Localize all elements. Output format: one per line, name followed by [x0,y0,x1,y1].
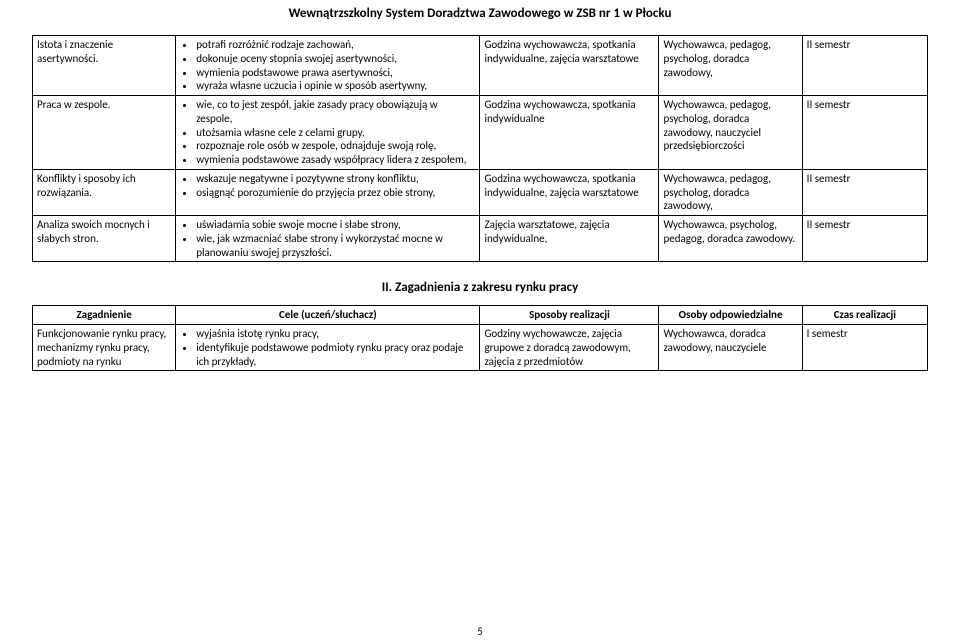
cell-persons: Wychowawca, pedagog, psycholog, doradca … [659,169,802,215]
goal-item: wymienia podstawowe prawa asertywności, [196,66,475,80]
cell-persons: Wychowawca, pedagog, psycholog, doradca … [659,96,802,170]
goal-item: wymienia podstawowe zasady współpracy li… [196,153,475,167]
table-1: Istota i znaczenie asertywności.potrafi … [32,35,928,262]
cell-persons: Wychowawca, psycholog, pedagog, doradca … [659,216,802,262]
section-2-title: II. Zagadnienia z zakresu rynku pracy [32,262,928,305]
cell-topic: Konflikty i sposoby ich rozwiązania. [33,169,176,215]
goal-item: wskazuje negatywne i pozytywne strony ko… [196,172,475,186]
cell-goals: wskazuje negatywne i pozytywne strony ko… [176,169,480,215]
cell-methods: Zajęcia warsztatowe, zajęcia indywidualn… [480,216,659,262]
cell-goals: uświadamia sobie swoje mocne i słabe str… [176,216,480,262]
goal-item: potrafi rozróżnić rodzaje zachowań, [196,38,475,52]
page-number: 5 [477,625,483,638]
table-row: Funkcjonowanie rynku pracy, mechanizmy r… [33,325,928,371]
goal-item: uświadamia sobie swoje mocne i słabe str… [196,218,475,232]
cell-time: II semestr [802,216,927,262]
cell-topic: Analiza swoich mocnych i słabych stron. [33,216,176,262]
goal-item: wie, jak wzmacniać słabe strony i wykorz… [196,232,475,260]
table-row: Istota i znaczenie asertywności.potrafi … [33,36,928,96]
table-row: Analiza swoich mocnych i słabych stron. u… [33,216,928,262]
cell-topic: Funkcjonowanie rynku pracy, mechanizmy r… [33,325,176,371]
goal-item: wyraża własne uczucia i opinie w sposób … [196,79,475,93]
goal-item: osiągnąć porozumienie do przyjęcia przez… [196,186,475,200]
goal-item: wie, co to jest zespół, jakie zasady pra… [196,98,475,126]
goal-item: identyfikuje podstawowe podmioty rynku p… [196,341,475,369]
cell-goals: potrafi rozróżnić rodzaje zachowań,dokon… [176,36,480,96]
cell-methods: Godzina wychowawcza, spotkania indywidua… [480,96,659,170]
cell-topic: Istota i znaczenie asertywności. [33,36,176,96]
col-methods-header: Sposoby realizacji [480,306,659,325]
cell-time: II semestr [802,36,927,96]
col-time-header: Czas realizacji [802,306,927,325]
col-goals-header: Cele (uczeń/słuchacz) [176,306,480,325]
cell-methods: Godzina wychowawcza, spotkania indywidua… [480,36,659,96]
cell-time: II semestr [802,96,927,170]
table-header-row: Zagadnienie Cele (uczeń/słuchacz) Sposob… [33,306,928,325]
goal-item: utożsamia własne cele z celami grupy, [196,126,475,140]
col-topic-header: Zagadnienie [33,306,176,325]
page-header: Wewnątrzszkolny System Doradztwa Zawodow… [0,0,960,35]
cell-methods: Godzina wychowawcza, spotkania indywidua… [480,169,659,215]
table-2: Zagadnienie Cele (uczeń/słuchacz) Sposob… [32,305,928,371]
col-persons-header: Osoby odpowiedzialne [659,306,802,325]
goal-item: rozpoznaje role osób w zespole, odnajduj… [196,139,475,153]
table-row: Konflikty i sposoby ich rozwiązania. wska… [33,169,928,215]
cell-persons: Wychowawca, pedagog, psycholog, doradca … [659,36,802,96]
cell-goals: wie, co to jest zespół, jakie zasady pra… [176,96,480,170]
cell-persons: Wychowawca, doradca zawodowy, nauczyciel… [659,325,802,371]
table-row: Praca w zespole. wie, co to jest zespół, … [33,96,928,170]
cell-goals: wyjaśnia istotę rynku pracy,identyfikuje… [176,325,480,371]
cell-time: II semestr [802,169,927,215]
cell-time: I semestr [802,325,927,371]
goal-item: wyjaśnia istotę rynku pracy, [196,327,475,341]
goal-item: dokonuje oceny stopnia swojej asertywnoś… [196,52,475,66]
cell-methods: Godziny wychowawcze, zajęcia grupowe z d… [480,325,659,371]
cell-topic: Praca w zespole. [33,96,176,170]
